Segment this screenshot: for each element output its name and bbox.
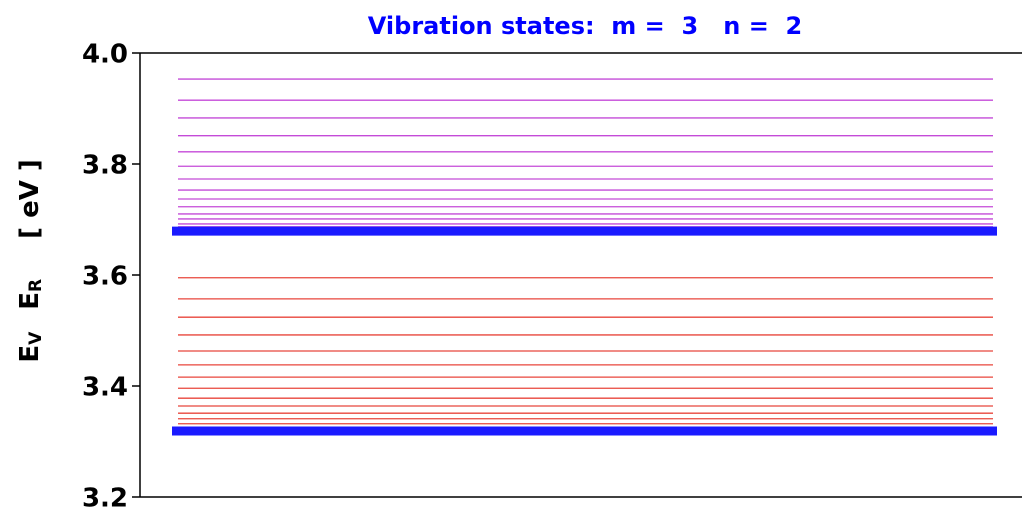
ylabel-sub: R xyxy=(26,279,46,292)
y-tick-label: 3.4 xyxy=(82,373,128,403)
y-tick-label: 3.6 xyxy=(82,262,128,292)
chart-title: Vibration states: m = 3 n = 2 xyxy=(368,12,802,40)
y-tick-label: 4.0 xyxy=(82,40,128,70)
ylabel-sub: V xyxy=(26,331,46,345)
y-tick-label: 3.8 xyxy=(82,151,128,181)
y-axis-label: EVER[ eV ] xyxy=(15,132,47,408)
ylabel-part: [ eV ] xyxy=(15,159,45,239)
ylabel-part: E xyxy=(15,345,45,363)
ylabel-part: E xyxy=(15,292,45,310)
y-tick-label: 3.2 xyxy=(82,484,128,512)
